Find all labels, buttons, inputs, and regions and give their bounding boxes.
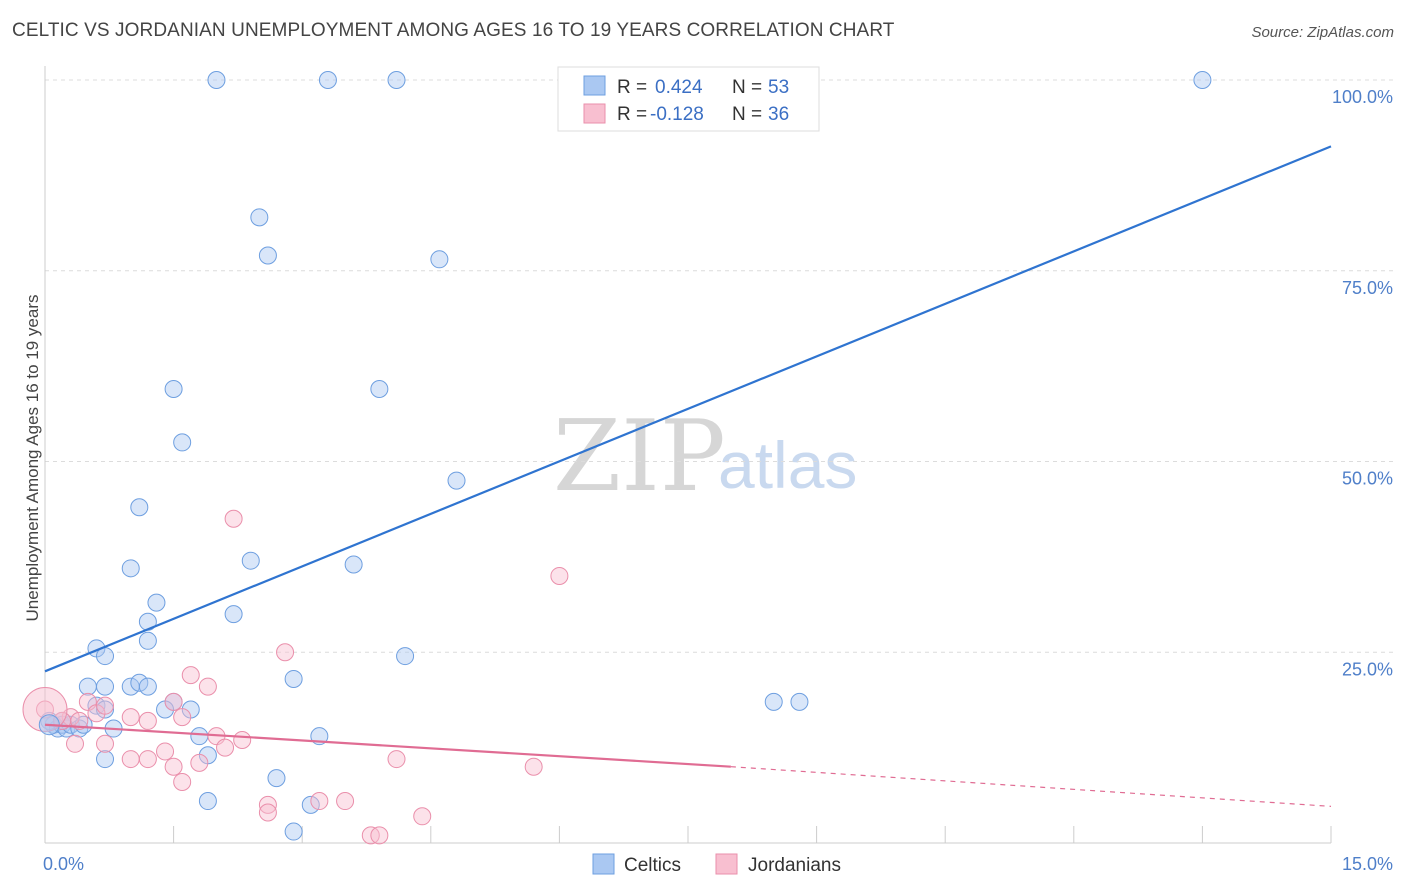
celtics-point (173, 433, 192, 452)
legend-n-label-celtics: N = (732, 77, 762, 98)
jordanians-trend-extension (730, 766, 1332, 807)
jordanians-point (190, 753, 209, 772)
legend-n-value-celtics: 53 (768, 77, 789, 98)
jordanians-point (198, 677, 217, 696)
celtics-point (138, 631, 157, 650)
celtics-point (396, 647, 415, 666)
jordanians-trend-line (44, 723, 731, 768)
legend-r-label-jordanians: R = (617, 104, 647, 125)
source-credit: Source: ZipAtlas.com (1251, 24, 1394, 41)
watermark: ZIP atlas (553, 400, 857, 514)
chart-title: CELTIC VS JORDANIAN UNEMPLOYMENT AMONG A… (12, 20, 895, 41)
trend-lines (44, 145, 1332, 807)
correlation-legend: R = 0.424 N = 53 R = -0.128 N = 36 (557, 66, 820, 132)
y-tick-label: 75.0% (1342, 278, 1393, 298)
legend-swatch-jordanians-bottom (715, 853, 738, 875)
legend-label-celtics: Celtics (624, 855, 681, 876)
y-tick-label: 50.0% (1342, 469, 1393, 489)
celtics-point (1193, 71, 1212, 89)
legend-r-label-celtics: R = (617, 77, 647, 98)
celtics-point (387, 71, 406, 89)
jordanians-point (370, 826, 389, 845)
celtics-point (301, 795, 320, 814)
celtics-point (96, 677, 115, 696)
jordanians-point (156, 742, 175, 761)
legend-swatch-celtics (583, 75, 606, 96)
jordanians-point (216, 738, 235, 757)
celtics-point (267, 769, 286, 788)
celtics-point (318, 71, 337, 89)
watermark-atlas: atlas (718, 428, 857, 502)
jordanians-point (173, 772, 192, 791)
celtics-point (164, 380, 183, 399)
x-tick-labels: 0.0% 15.0% (43, 854, 1393, 874)
celtics-point (370, 380, 389, 399)
jordanians-point (336, 792, 355, 811)
celtics-point (190, 727, 209, 746)
celtics-point (96, 700, 115, 719)
celtics-point (130, 673, 149, 692)
legend-n-label-jordanians: N = (732, 104, 762, 125)
legend-swatch-celtics-bottom (592, 853, 615, 875)
celtics-point (207, 71, 226, 89)
celtics-point (344, 555, 363, 574)
jordanians-point (121, 750, 140, 769)
jordanians-point (164, 757, 183, 776)
watermark-zip: ZIP (553, 400, 726, 514)
celtics-point (78, 677, 97, 696)
celtics-point (147, 593, 166, 612)
celtics-point (224, 605, 243, 624)
celtics-point (96, 750, 115, 769)
x-tick-label: 0.0% (43, 854, 84, 874)
celtics-trend-line (44, 145, 1332, 673)
jordanians-point (524, 757, 543, 776)
celtics-point (790, 692, 809, 711)
jordanians-point (310, 792, 329, 811)
legend-r-value-celtics: 0.424 (655, 77, 703, 98)
y-tick-labels: 100.0% 75.0% 50.0% 25.0% (1332, 87, 1393, 679)
x-tick-label: 15.0% (1342, 854, 1393, 874)
jordanians-point (173, 708, 192, 727)
y-tick-label: 25.0% (1342, 659, 1393, 679)
legend-label-jordanians: Jordanians (748, 855, 841, 876)
celtics-point (250, 208, 269, 227)
jordanians-point (387, 750, 406, 769)
celtics-point (430, 250, 449, 269)
jordanians-point (258, 795, 277, 814)
celtics-point (121, 559, 140, 578)
celtics-point (764, 692, 783, 711)
celtics-point (447, 471, 466, 490)
jordanians-point (96, 696, 115, 715)
y-tick-label: 100.0% (1332, 87, 1393, 107)
celtics-point (241, 551, 260, 570)
celtics-point (284, 669, 303, 688)
jordanians-point (258, 803, 277, 822)
jordanians-point (121, 708, 140, 727)
jordanians-point (233, 730, 252, 749)
celtics-point (198, 792, 217, 811)
jordanians-point (164, 692, 183, 711)
jordanians-point (550, 566, 569, 585)
jordanians-point (96, 734, 115, 753)
jordanians-point (181, 666, 200, 685)
jordanians-point (276, 643, 295, 662)
y-axis-title: Unemployment Among Ages 16 to 19 years (23, 295, 42, 622)
celtics-point (258, 246, 277, 265)
legend-swatch-jordanians (583, 103, 606, 124)
legend-r-value-jordanians: -0.128 (650, 104, 704, 125)
legend-n-value-jordanians: 36 (768, 104, 789, 125)
celtics-point (130, 498, 149, 517)
celtics-point (138, 677, 157, 696)
jordanians-point (138, 711, 157, 730)
series-legend: Celtics Jordanians (592, 853, 841, 876)
celtics-point (284, 822, 303, 841)
jordanians-point (413, 807, 432, 826)
jordanians-point (224, 509, 243, 528)
jordanians-point (66, 734, 85, 753)
jordanians-point (138, 750, 157, 769)
